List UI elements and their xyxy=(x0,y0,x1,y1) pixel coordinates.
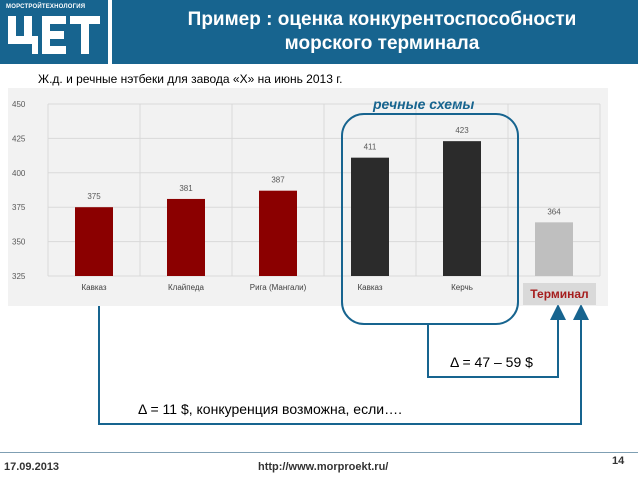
y-tick-label: 375 xyxy=(12,203,26,212)
logo-mark-icon xyxy=(8,16,100,54)
x-tick-label: Рига (Мангали) xyxy=(250,283,307,292)
page-title: Пример : оценка конкурентоспособности мо… xyxy=(187,9,577,54)
bar xyxy=(443,141,481,276)
y-tick-label: 450 xyxy=(12,100,26,109)
y-tick-label: 425 xyxy=(12,134,26,143)
bar-chart: 325 350 375 400 425 450 375 Кавказ 381 Клайпеда 38… xyxy=(12,100,601,292)
data-label: 411 xyxy=(364,143,377,152)
x-tick-label: Кавказ xyxy=(81,283,106,292)
y-tick-label: 400 xyxy=(12,169,26,178)
x-tick-label: Клайпеда xyxy=(168,283,205,292)
general-delta-text: Δ = 11 $, конкуренция возможна, если…. xyxy=(138,401,402,417)
header: МОРСТРОЙТЕХНОЛОГИЯ Пример : оценка конку… xyxy=(0,0,638,64)
title-bar: Пример : оценка конкурентоспособности мо… xyxy=(112,0,638,64)
bar xyxy=(259,190,297,276)
logo: МОРСТРОЙТЕХНОЛОГИЯ xyxy=(0,0,108,64)
bar xyxy=(75,207,113,276)
chart-panel: 325 350 375 400 425 450 375 Кавказ 381 Клайпеда 38… xyxy=(8,88,608,306)
chart-subtitle: Ж.д. и речные нэтбеки для завода «Х» на … xyxy=(38,72,343,86)
data-label: 423 xyxy=(455,126,469,135)
river-delta-text: Δ = 47 – 59 $ xyxy=(450,354,533,370)
general-delta-connector xyxy=(98,304,589,425)
data-label: 364 xyxy=(547,207,561,216)
bar xyxy=(167,198,205,276)
logo-caption: МОРСТРОЙТЕХНОЛОГИЯ xyxy=(6,4,86,10)
terminal-badge: Терминал xyxy=(523,283,596,305)
page-number: 14 xyxy=(612,455,625,467)
y-tick-label: 350 xyxy=(12,238,26,247)
data-label: 381 xyxy=(179,184,193,193)
footer-date: 17.09.2013 xyxy=(4,461,60,473)
data-label: 387 xyxy=(271,176,285,185)
footer-url[interactable]: http://www.morproekt.ru/ xyxy=(258,461,389,473)
x-tick-label: Кавказ xyxy=(357,283,382,292)
data-label: 375 xyxy=(87,192,101,201)
y-tick-label: 325 xyxy=(12,272,26,281)
footer-divider xyxy=(0,452,638,453)
bar xyxy=(535,222,573,276)
river-schemes-label: речные схемы xyxy=(373,96,475,112)
river-delta-connector xyxy=(427,304,566,378)
bar xyxy=(351,157,389,276)
x-tick-label: Керчь xyxy=(451,283,473,292)
river-schemes-outline xyxy=(341,113,519,325)
